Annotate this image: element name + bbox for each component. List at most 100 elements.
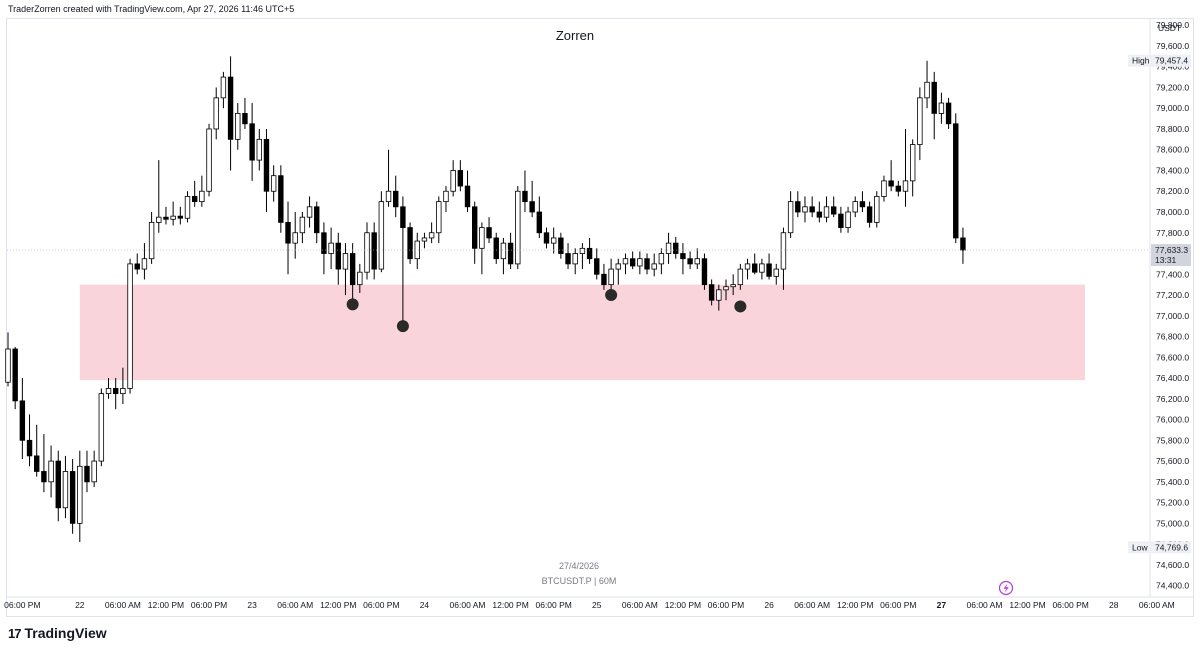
currency-label: USDT xyxy=(1158,23,1181,33)
brand-name: TradingView xyxy=(24,625,107,641)
high-price-label-caption: High xyxy=(1132,56,1150,66)
candle xyxy=(874,191,880,228)
candle xyxy=(895,180,902,197)
candle xyxy=(629,251,636,270)
candle xyxy=(831,196,837,218)
price-tick-label: 76,200.0 xyxy=(1156,394,1189,404)
candle xyxy=(270,165,277,202)
tradingview-brand[interactable]: 17 TradingView xyxy=(8,625,107,641)
candle xyxy=(809,196,815,218)
candle xyxy=(866,201,873,228)
candle xyxy=(26,414,33,467)
candle-body xyxy=(960,237,966,251)
candle-body xyxy=(414,240,420,260)
candle-body xyxy=(349,253,356,286)
candle xyxy=(328,227,334,270)
chart-title: Zorren xyxy=(555,28,595,43)
candle-body xyxy=(177,215,184,219)
candle-body xyxy=(730,284,736,288)
candle-body xyxy=(931,81,937,114)
price-tick-label: 78,000.0 xyxy=(1156,207,1189,217)
candle-body xyxy=(342,253,349,270)
last-price-bg xyxy=(1151,244,1191,267)
candle-body xyxy=(220,76,227,99)
candle xyxy=(744,258,751,280)
candle-body xyxy=(464,185,471,208)
time-tick-label: 12:00 PM xyxy=(665,600,701,610)
candle-body xyxy=(213,97,219,130)
candle xyxy=(12,346,18,410)
candle-body xyxy=(55,460,61,509)
swing-low-marker xyxy=(605,289,618,302)
candle xyxy=(134,253,140,275)
candle-body xyxy=(629,258,636,267)
price-tick-label: 78,200.0 xyxy=(1156,186,1189,196)
price-labels-layer: High 79,457.4 Low 74,769.6 77,633.313:31 xyxy=(7,54,1191,554)
candle-body xyxy=(888,180,894,187)
candle xyxy=(543,227,550,249)
candle xyxy=(443,186,449,212)
candle xyxy=(428,222,435,244)
candle-body xyxy=(852,201,858,213)
candle-body xyxy=(335,242,341,270)
candle-body xyxy=(5,348,11,383)
lightning-icon[interactable] xyxy=(998,580,1014,596)
candle-body xyxy=(12,348,18,402)
candle-body xyxy=(586,247,593,260)
candle-body xyxy=(148,221,155,260)
candle xyxy=(680,243,686,275)
candle xyxy=(953,113,959,244)
candle-body xyxy=(838,213,844,228)
candle-body xyxy=(673,242,679,254)
candle-body xyxy=(536,211,543,234)
candle-body xyxy=(26,439,33,457)
candle-body xyxy=(479,227,485,249)
time-tick-label: 12:00 PM xyxy=(837,600,873,610)
price-tick-label: 75,200.0 xyxy=(1156,498,1189,508)
candle-body xyxy=(436,201,442,234)
last-price-label: 77,633.313:31 xyxy=(1151,244,1191,267)
candle-body xyxy=(385,190,392,203)
candle xyxy=(909,139,916,197)
candle-body xyxy=(938,102,945,114)
tradingview-logo-icon: 17 xyxy=(8,625,22,641)
price-tick-label: 75,800.0 xyxy=(1156,435,1189,445)
candle-body xyxy=(371,232,377,270)
date-tick-label: 27 xyxy=(937,600,947,610)
candle xyxy=(644,253,650,275)
candle xyxy=(737,263,744,290)
candle-body xyxy=(191,196,198,203)
candle-body xyxy=(500,242,507,260)
candle-body xyxy=(874,196,880,223)
candle-body xyxy=(723,286,729,291)
candle xyxy=(615,258,621,285)
candle xyxy=(335,232,341,285)
candle xyxy=(708,279,715,306)
candle-body xyxy=(795,201,801,213)
low-price-label: Low 74,769.6 xyxy=(1128,541,1191,554)
candle xyxy=(579,243,586,270)
candle xyxy=(637,251,643,275)
candle-body xyxy=(69,471,76,524)
candle-body xyxy=(443,190,449,203)
candle xyxy=(400,196,406,321)
candle-body xyxy=(364,232,370,273)
price-tick-label: 79,200.0 xyxy=(1156,82,1189,92)
candle xyxy=(816,201,823,223)
candle xyxy=(407,222,413,264)
candle-body xyxy=(522,190,528,203)
candle-body xyxy=(823,206,830,218)
price-tick-label: 76,400.0 xyxy=(1156,373,1189,383)
candle-body xyxy=(421,237,428,242)
candle xyxy=(34,424,40,477)
candle xyxy=(450,160,456,197)
candle xyxy=(622,253,629,275)
candle xyxy=(69,459,76,534)
candle-body xyxy=(357,271,363,286)
price-tick-label: 79,000.0 xyxy=(1156,103,1189,113)
chart-frame xyxy=(6,18,1194,617)
candle xyxy=(471,201,478,264)
candle xyxy=(558,232,564,259)
time-tick-label: 06:00 PM xyxy=(191,600,227,610)
